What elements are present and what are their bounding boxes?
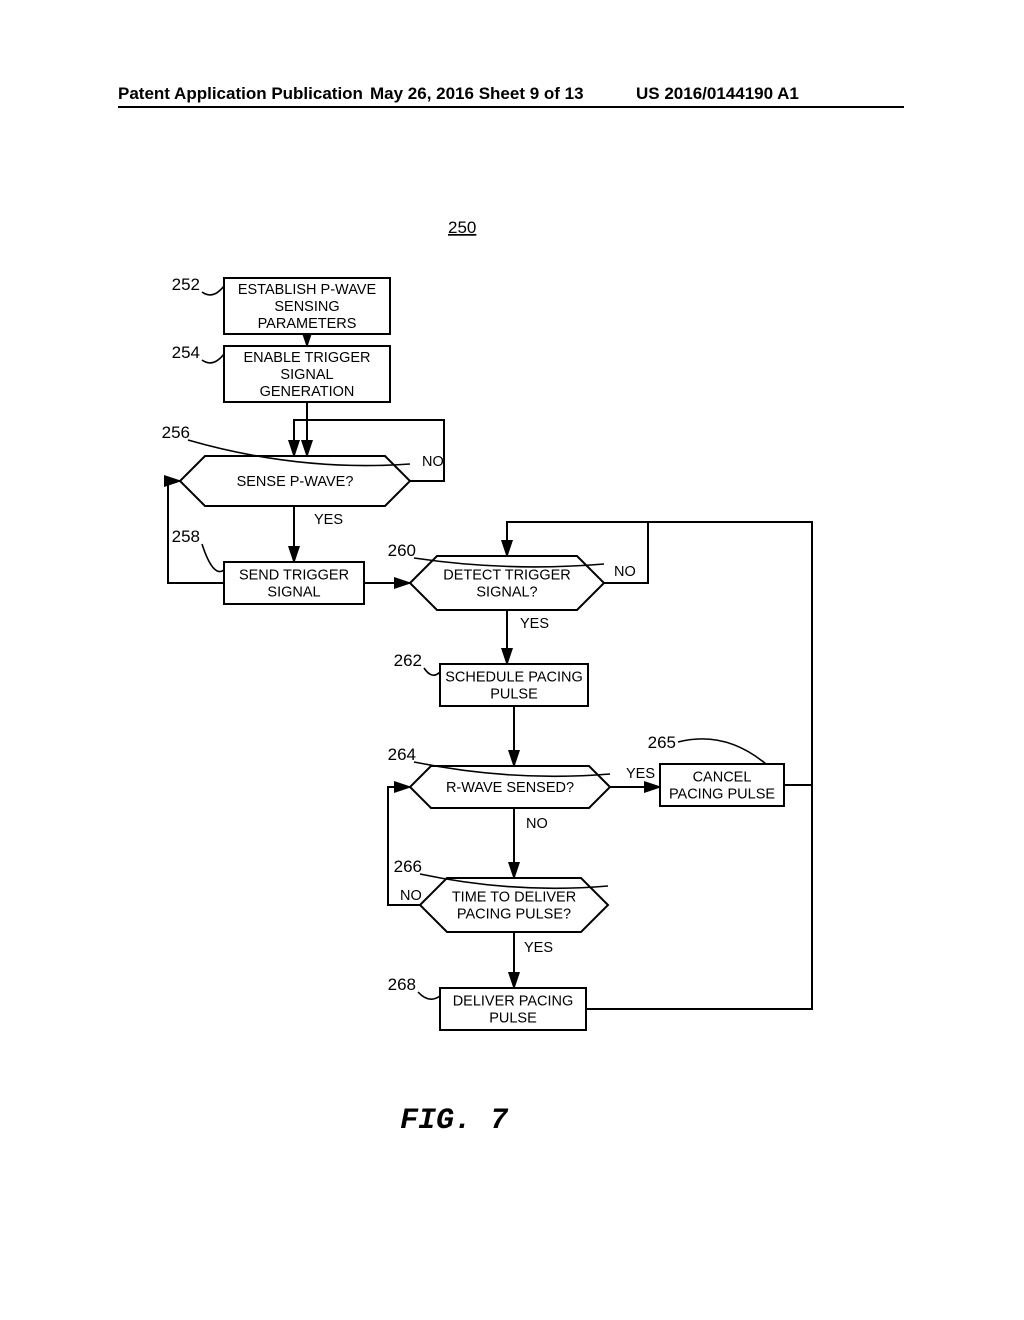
node-text-n268-line0: DELIVER PACING bbox=[453, 994, 574, 1010]
node-text-n252-line1: SENSING bbox=[274, 299, 339, 315]
node-text-n252-line2: PARAMETERS bbox=[258, 316, 357, 332]
node-text-n258-line1: SIGNAL bbox=[267, 585, 320, 601]
node-text-n256-line0: SENSE P-WAVE? bbox=[237, 474, 354, 490]
ref-label-n266: 266 bbox=[394, 857, 422, 876]
node-text-n265-line0: CANCEL bbox=[693, 770, 752, 786]
edge-label-e256-258y: YES bbox=[314, 512, 343, 528]
node-text-n260-line0: DETECT TRIGGER bbox=[443, 568, 571, 584]
edge-label-e256-no: NO bbox=[422, 454, 444, 470]
node-text-n254-line0: ENABLE TRIGGER bbox=[243, 350, 370, 366]
ref-label-n264: 264 bbox=[388, 745, 416, 764]
node-text-n254-line1: SIGNAL bbox=[280, 367, 333, 383]
ref-leader-n254 bbox=[202, 354, 224, 363]
edge-e268-260loop bbox=[586, 785, 812, 1009]
ref-leader-n252 bbox=[202, 286, 224, 295]
node-n260: DETECT TRIGGERSIGNAL? bbox=[410, 556, 604, 610]
ref-label-n262: 262 bbox=[394, 651, 422, 670]
node-text-n262-line1: PULSE bbox=[490, 687, 538, 703]
edge-label-e260-no: NO bbox=[614, 564, 636, 580]
flowchart-canvas: 250 ESTABLISH P-WAVESENSINGPARAMETERS ENA… bbox=[0, 0, 1024, 1320]
node-n252: ESTABLISH P-WAVESENSINGPARAMETERS bbox=[224, 278, 390, 334]
node-text-n266-line0: TIME TO DELIVER bbox=[452, 890, 576, 906]
edge-label-e264-265y: YES bbox=[626, 766, 655, 782]
node-n254: ENABLE TRIGGERSIGNALGENERATION bbox=[224, 346, 390, 402]
figure-ref-number: 250 bbox=[448, 218, 476, 237]
node-n268: DELIVER PACINGPULSE bbox=[440, 988, 586, 1030]
node-text-n252-line0: ESTABLISH P-WAVE bbox=[238, 282, 377, 298]
node-text-n254-line2: GENERATION bbox=[260, 384, 355, 400]
ref-label-n268: 268 bbox=[388, 975, 416, 994]
ref-leader-n265 bbox=[678, 739, 766, 764]
nodes-layer: ESTABLISH P-WAVESENSINGPARAMETERS ENABLE … bbox=[180, 278, 784, 1030]
ref-leader-n258 bbox=[202, 544, 224, 572]
node-text-n266-line1: PACING PULSE? bbox=[457, 907, 571, 923]
ref-label-n254: 254 bbox=[172, 343, 200, 362]
ref-label-n256: 256 bbox=[162, 423, 190, 442]
node-text-n268-line1: PULSE bbox=[489, 1011, 537, 1027]
ref-leader-n268 bbox=[418, 992, 440, 999]
edge-label-e260-262y: YES bbox=[520, 616, 549, 632]
ref-label-n252: 252 bbox=[172, 275, 200, 294]
edge-label-e266-no: NO bbox=[400, 888, 422, 904]
edge-label-e266-268y: YES bbox=[524, 940, 553, 956]
node-text-n260-line1: SIGNAL? bbox=[476, 585, 537, 601]
node-n258: SEND TRIGGERSIGNAL bbox=[224, 562, 364, 604]
ref-label-n258: 258 bbox=[172, 527, 200, 546]
node-text-n262-line0: SCHEDULE PACING bbox=[445, 670, 583, 686]
node-n256: SENSE P-WAVE? bbox=[180, 456, 410, 506]
ref-label-n260: 260 bbox=[388, 541, 416, 560]
node-text-n258-line0: SEND TRIGGER bbox=[239, 568, 349, 584]
edge-label-e264-266n: NO bbox=[526, 816, 548, 832]
node-text-n264-line0: R-WAVE SENSED? bbox=[446, 780, 574, 796]
figure-label: FIG. 7 bbox=[400, 1104, 509, 1138]
node-n266: TIME TO DELIVERPACING PULSE? bbox=[420, 878, 608, 932]
node-text-n265-line1: PACING PULSE bbox=[669, 787, 775, 803]
ref-label-n265: 265 bbox=[648, 733, 676, 752]
node-n262: SCHEDULE PACINGPULSE bbox=[440, 664, 588, 706]
node-n264: R-WAVE SENSED? bbox=[410, 766, 610, 808]
ref-leader-n262 bbox=[424, 668, 440, 675]
node-n265: CANCELPACING PULSE bbox=[660, 764, 784, 806]
